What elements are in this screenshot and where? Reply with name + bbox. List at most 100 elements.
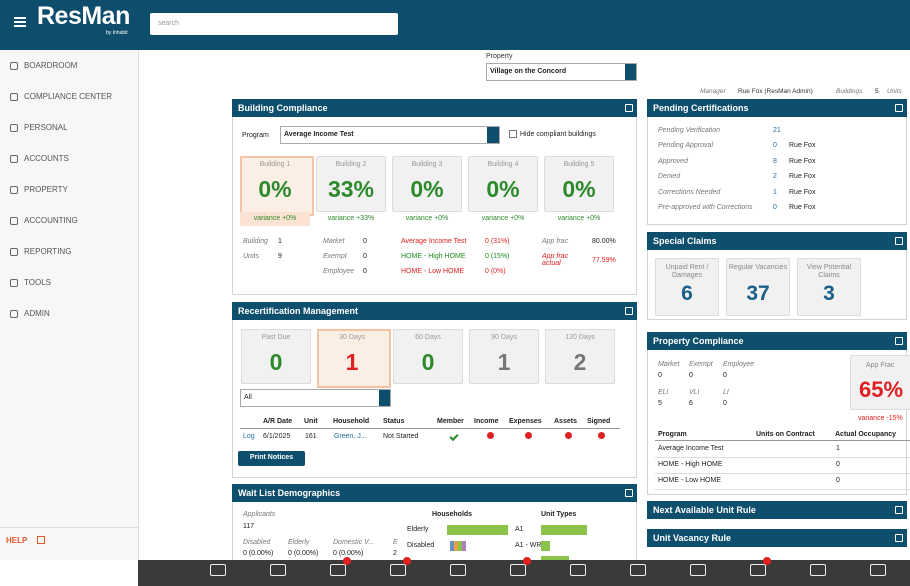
pending-value[interactable]: 21 xyxy=(773,127,781,134)
recert-card[interactable] xyxy=(241,329,311,384)
program-value[interactable]: Average Income Test xyxy=(284,131,354,138)
nav-item[interactable]: BOARDROOM xyxy=(24,61,78,70)
property-value[interactable]: Village on the Concord xyxy=(490,68,567,75)
prop-stat-label: Market xyxy=(658,361,680,368)
unit-type-bar xyxy=(541,556,569,560)
nav-item[interactable]: ACCOUNTS xyxy=(24,154,69,163)
building-card[interactable] xyxy=(316,156,386,212)
claim-name: Regular Vacancies xyxy=(728,264,788,271)
nav-icon[interactable] xyxy=(10,155,18,163)
move-icon xyxy=(625,307,633,315)
building-card[interactable] xyxy=(544,156,614,212)
building-name: Building 2 xyxy=(335,161,367,168)
building-card[interactable] xyxy=(240,156,314,216)
stat-value: 0 xyxy=(363,238,367,245)
toolbar-icon[interactable] xyxy=(450,564,466,576)
table-header: Household xyxy=(333,418,370,425)
prop-table-rule xyxy=(655,440,910,441)
property-select[interactable] xyxy=(486,63,637,81)
toolbar-badge xyxy=(343,557,351,565)
applicants-value: 117 xyxy=(243,523,255,530)
nav-item[interactable]: PERSONAL xyxy=(24,123,68,132)
toolbar-icon[interactable] xyxy=(570,564,586,576)
search-box[interactable] xyxy=(150,13,398,35)
select-arrow[interactable] xyxy=(487,127,499,143)
household-bar xyxy=(447,525,508,535)
sidebar xyxy=(0,50,139,560)
toolbar-icon[interactable] xyxy=(810,564,826,576)
table-cell[interactable]: Green, J... xyxy=(334,433,367,440)
nav-icon[interactable] xyxy=(10,310,18,318)
table-header: Signed xyxy=(587,418,611,425)
recert-card[interactable] xyxy=(393,329,463,384)
recert-card[interactable] xyxy=(545,329,615,384)
stat-value: 0 xyxy=(363,268,367,275)
toolbar-icon[interactable] xyxy=(270,564,286,576)
hide-checkbox[interactable] xyxy=(509,130,517,138)
claim-name: Unpaid Rent / Damages xyxy=(665,264,709,279)
toolbar-icon[interactable] xyxy=(870,564,886,576)
nav-item[interactable]: TOOLS xyxy=(24,278,51,287)
toolbar-icon[interactable] xyxy=(390,564,406,576)
building-variance: variance +0% xyxy=(481,215,525,222)
toolbar-icon[interactable] xyxy=(330,564,346,576)
nav-icon[interactable] xyxy=(10,124,18,132)
toolbar-icon[interactable] xyxy=(630,564,646,576)
claim-card[interactable] xyxy=(655,258,719,316)
toolbar-icon[interactable] xyxy=(750,564,766,576)
pending-value[interactable]: 8 xyxy=(773,157,777,165)
print-button[interactable] xyxy=(238,451,305,466)
stat-label: App frac xyxy=(542,238,569,245)
pending-user: Rue Fox xyxy=(789,142,816,150)
household-bar xyxy=(454,541,458,551)
table-cell[interactable]: Log xyxy=(243,433,255,440)
nav-item[interactable]: PROPERTY xyxy=(24,185,68,194)
nav-item[interactable]: ACCOUNTING xyxy=(24,216,78,225)
nav-item[interactable]: ADMIN xyxy=(24,309,50,318)
property-compliance-title: Property Compliance xyxy=(653,336,744,346)
nav-icon[interactable] xyxy=(10,217,18,225)
nav-icon[interactable] xyxy=(10,248,18,256)
select-arrow[interactable] xyxy=(625,64,636,80)
group-label: Domestic V... xyxy=(333,539,375,546)
pending-label: Corrections Needed xyxy=(658,188,721,196)
help-link[interactable]: HELP xyxy=(6,536,28,545)
table-header: A/R Date xyxy=(263,418,293,425)
building-value: 33% xyxy=(327,176,375,202)
help-icon[interactable] xyxy=(37,536,45,544)
building-card[interactable] xyxy=(392,156,462,212)
app-frac-card xyxy=(850,355,910,410)
building-card[interactable] xyxy=(468,156,538,212)
filter-select[interactable] xyxy=(240,389,391,407)
nav-item[interactable]: COMPLIANCE CENTER xyxy=(24,92,113,101)
nav-icon[interactable] xyxy=(10,93,18,101)
claim-card[interactable] xyxy=(726,258,790,316)
recert-card[interactable] xyxy=(469,329,539,384)
households-title: Households xyxy=(432,511,473,518)
toolbar-icon[interactable] xyxy=(210,564,226,576)
nav-icon[interactable] xyxy=(10,62,18,70)
pending-value[interactable]: 0 xyxy=(773,204,777,211)
nav-icon[interactable] xyxy=(10,186,18,194)
prop-stat-value: 5 xyxy=(658,400,662,407)
nav-item[interactable]: REPORTING xyxy=(24,247,72,256)
hide-label[interactable]: Hide compliant buildings xyxy=(520,131,596,138)
pending-value[interactable]: 1 xyxy=(773,188,777,196)
prop-table-rule xyxy=(655,489,910,490)
select-arrow[interactable] xyxy=(379,390,390,406)
toolbar-icon[interactable] xyxy=(510,564,526,576)
move-icon xyxy=(895,506,903,514)
pending-value[interactable]: 2 xyxy=(773,173,777,181)
claim-card[interactable] xyxy=(797,258,861,316)
group-value: 2 xyxy=(393,550,397,557)
search-placeholder[interactable]: search xyxy=(158,20,180,27)
print-button-label: Print Notices xyxy=(249,454,294,461)
pending-value[interactable]: 0 xyxy=(773,142,777,150)
pending-label: Approved xyxy=(658,157,688,165)
program-select[interactable] xyxy=(280,126,500,144)
recert-card[interactable] xyxy=(317,329,391,388)
toolbar-icon[interactable] xyxy=(690,564,706,576)
filter-value[interactable]: All xyxy=(244,394,252,401)
nav-icon[interactable] xyxy=(10,279,18,287)
stat-value: 0 (0%) xyxy=(485,268,506,275)
